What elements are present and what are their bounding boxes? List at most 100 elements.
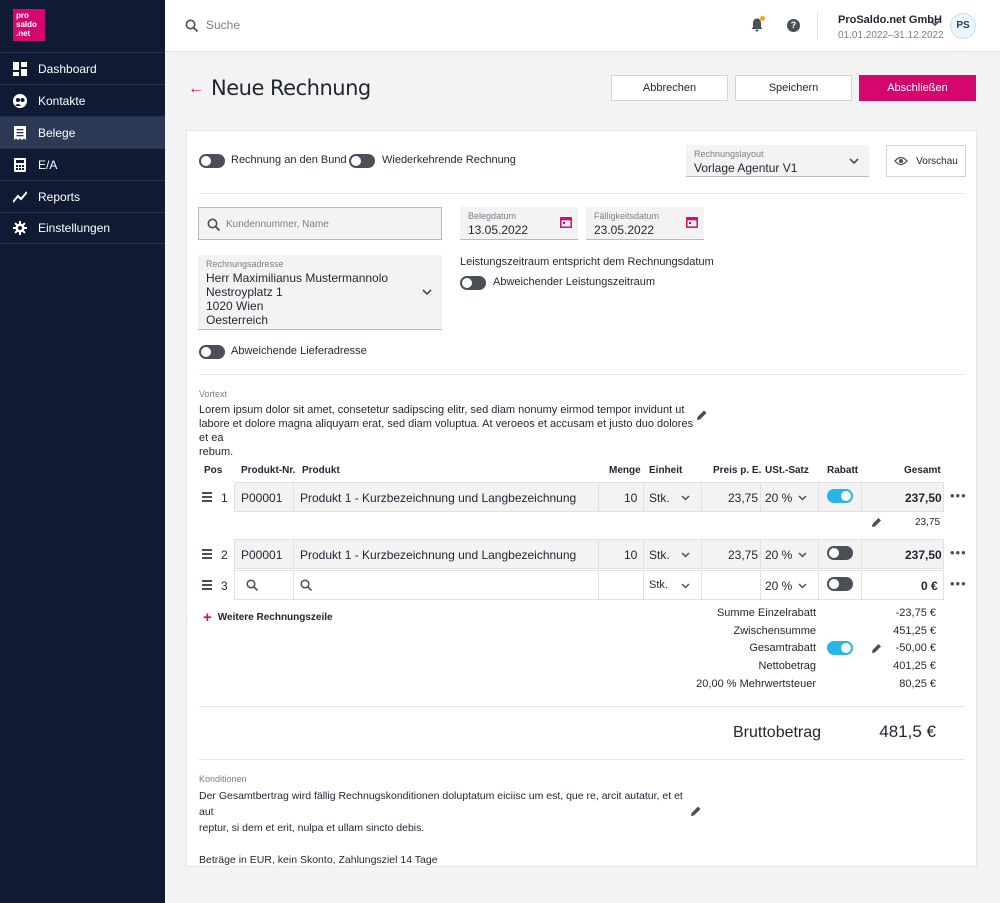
col-rabatt: Rabatt bbox=[827, 465, 859, 476]
layout-select[interactable]: Rechnungslayout Vorlage Agentur V1 bbox=[686, 145, 869, 177]
pencil-icon[interactable] bbox=[871, 643, 882, 654]
chevron-down-icon[interactable] bbox=[930, 20, 940, 27]
ust-select[interactable]: 20 % bbox=[765, 548, 793, 562]
preis-input[interactable]: 23,75 bbox=[728, 491, 759, 505]
company-switcher[interactable]: ProSaldo.net GmbH 01.01.2022–31.12.2022 bbox=[838, 14, 944, 41]
global-search[interactable]: Suche bbox=[185, 18, 240, 32]
col-ust: USt.-Satz bbox=[765, 465, 809, 476]
billing-address-select[interactable]: Rechnungsadresse Herr Maximilianus Muste… bbox=[198, 255, 442, 330]
customer-search-input[interactable]: Kundennummer, Name bbox=[198, 207, 442, 240]
ust-select[interactable]: 20 % bbox=[765, 491, 793, 505]
billing-address-label: Rechnungsadresse bbox=[206, 259, 284, 269]
search-placeholder[interactable]: Suche bbox=[206, 18, 241, 32]
calendar-icon[interactable] bbox=[686, 216, 698, 228]
produkt-input[interactable]: Produkt 1 - Kurzbezeichnung und Langbeze… bbox=[300, 491, 577, 505]
cell-separator bbox=[598, 570, 599, 600]
chevron-down-icon bbox=[681, 583, 690, 589]
produkt-input[interactable]: Produkt 1 - Kurzbezeichnung und Langbeze… bbox=[300, 548, 577, 562]
rabatt-value: 23,75 bbox=[915, 517, 941, 528]
summary-gesamtrabatt: -50,00 € bbox=[895, 642, 936, 654]
drag-handle-icon[interactable] bbox=[202, 580, 212, 592]
cell-separator bbox=[861, 570, 862, 600]
more-icon[interactable]: ••• bbox=[950, 545, 967, 560]
row-pos: 3 bbox=[221, 579, 228, 593]
einheit-select[interactable]: Stk. bbox=[649, 491, 670, 505]
gesamtrabatt-toggle[interactable] bbox=[827, 641, 853, 655]
cell-separator bbox=[643, 539, 644, 569]
einheit-select[interactable]: Stk. bbox=[649, 579, 668, 591]
preis-input[interactable]: 23,75 bbox=[728, 548, 759, 562]
divider bbox=[199, 193, 964, 194]
summary-zwischensumme-label: Zwischensumme bbox=[733, 625, 816, 637]
menge-input[interactable]: 10 bbox=[624, 491, 638, 505]
preview-label: Vorschau bbox=[916, 155, 958, 167]
summary-netto-label: Nettobetrag bbox=[758, 660, 816, 672]
menge-input[interactable]: 10 bbox=[624, 548, 638, 562]
cell-separator bbox=[643, 482, 644, 512]
pencil-icon[interactable] bbox=[871, 517, 882, 528]
sidebar: pro saldo .net Dashboard Kontakte Belege E… bbox=[0, 0, 165, 903]
notification-dot bbox=[760, 16, 765, 21]
search-icon[interactable] bbox=[300, 579, 312, 591]
drag-handle-icon[interactable] bbox=[202, 492, 212, 504]
add-row-button[interactable]: + Weitere Rechnungszeile bbox=[203, 609, 333, 626]
calendar-icon[interactable] bbox=[560, 216, 572, 228]
layout-label: Rechnungslayout bbox=[694, 149, 764, 159]
top-bar: Suche ? ProSaldo.net GmbH 01.01.2022–31.… bbox=[165, 0, 1000, 52]
cell-separator bbox=[701, 482, 702, 512]
drag-handle-icon[interactable] bbox=[202, 549, 212, 561]
back-arrow-icon[interactable]: ← bbox=[188, 80, 204, 97]
customer-search-placeholder: Kundennummer, Name bbox=[226, 219, 329, 230]
sidebar-item-ea[interactable]: E/A bbox=[0, 148, 165, 180]
finish-button[interactable]: Abschließen bbox=[859, 75, 976, 101]
produkt-nr-input[interactable]: P00001 bbox=[241, 491, 283, 505]
konditionen-text: Der Gesamtbertrag wird fällig Rechnugsko… bbox=[199, 790, 683, 866]
col-einheit: Einheit bbox=[649, 465, 683, 476]
sidebar-item-belege[interactable]: Belege bbox=[0, 116, 165, 148]
cell-separator bbox=[701, 539, 702, 569]
sidebar-item-reports[interactable]: Reports bbox=[0, 180, 165, 212]
avatar[interactable]: PS bbox=[950, 13, 976, 39]
produkt-nr-input[interactable]: P00001 bbox=[241, 548, 283, 562]
help-icon[interactable]: ? bbox=[787, 19, 800, 32]
sidebar-item-label: Belege bbox=[38, 125, 76, 140]
faellig-date-field[interactable]: Fälligkeitsdatum 23.05.2022 bbox=[586, 207, 704, 240]
toggle-wiederkehrend[interactable] bbox=[349, 154, 375, 168]
more-icon[interactable]: ••• bbox=[950, 488, 967, 503]
einheit-select[interactable]: Stk. bbox=[649, 548, 670, 562]
search-icon[interactable] bbox=[246, 579, 258, 591]
chevron-down-icon bbox=[798, 583, 807, 589]
sidebar-item-dashboard[interactable]: Dashboard bbox=[0, 52, 165, 84]
sidebar-item-einstellungen[interactable]: Einstellungen bbox=[0, 212, 165, 244]
col-pos: Pos bbox=[204, 465, 223, 476]
summary-einzelrabatt: -23,75 € bbox=[895, 607, 936, 619]
rabatt-toggle[interactable] bbox=[827, 577, 853, 591]
layout-value: Vorlage Agentur V1 bbox=[694, 161, 798, 175]
cell-separator bbox=[293, 482, 294, 512]
save-button[interactable]: Speichern bbox=[735, 75, 852, 101]
prosaldo-logo[interactable]: pro saldo .net bbox=[13, 9, 45, 41]
rabatt-toggle[interactable] bbox=[827, 546, 853, 560]
add-row-label: Weitere Rechnungszeile bbox=[217, 612, 333, 623]
more-icon[interactable]: ••• bbox=[950, 576, 967, 591]
toggle-abweichender-leistungszeitraum[interactable] bbox=[460, 276, 486, 290]
sidebar-item-kontakte[interactable]: Kontakte bbox=[0, 84, 165, 116]
calculator-icon bbox=[13, 157, 27, 172]
ust-select[interactable]: 20 % bbox=[765, 579, 793, 593]
sidebar-item-label: Reports bbox=[38, 189, 81, 204]
bell-icon[interactable] bbox=[751, 16, 765, 35]
row-fields bbox=[234, 570, 944, 600]
preview-button[interactable]: Vorschau bbox=[886, 145, 966, 177]
cancel-button[interactable]: Abbrechen bbox=[611, 75, 728, 101]
cell-separator bbox=[701, 570, 702, 600]
rabatt-toggle[interactable] bbox=[827, 489, 853, 503]
chevron-down-icon bbox=[849, 158, 859, 165]
beleg-date-field[interactable]: Belegdatum 13.05.2022 bbox=[460, 207, 578, 240]
pencil-icon[interactable] bbox=[690, 805, 702, 817]
pencil-icon[interactable] bbox=[696, 409, 708, 421]
cell-separator bbox=[293, 539, 294, 569]
toggle-lieferadresse[interactable] bbox=[199, 345, 225, 359]
toggle-bund[interactable] bbox=[199, 154, 225, 168]
vortext: Lorem ipsum dolor sit amet, consetetur s… bbox=[199, 404, 694, 458]
eye-icon bbox=[894, 156, 908, 166]
